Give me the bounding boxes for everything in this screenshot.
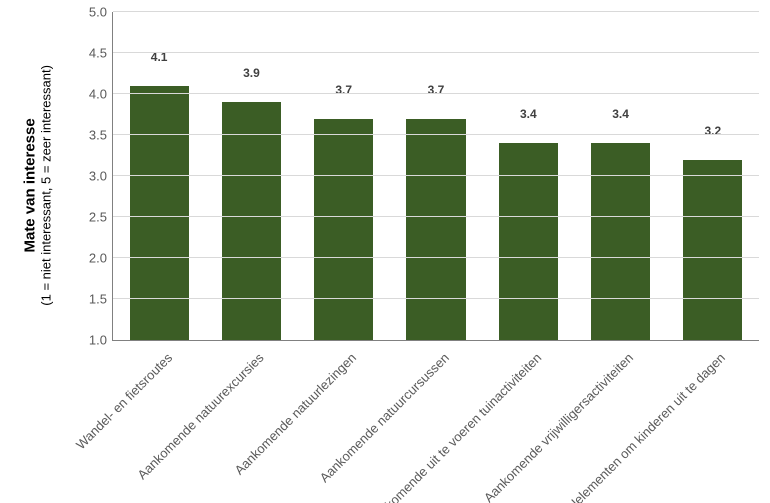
- bar-value-label: 3.7: [298, 83, 390, 101]
- y-axis-tick-label: 5.0: [89, 5, 113, 20]
- bar: [499, 143, 558, 340]
- bar-value-label: 3.4: [574, 107, 666, 125]
- grid-line: [113, 298, 759, 299]
- y-axis-title: Mate van interesse (1 = niet interessant…: [23, 35, 54, 335]
- y-axis-tick-label: 4.5: [89, 46, 113, 61]
- bar-slot: 3.7: [390, 12, 482, 340]
- y-axis-tick-label: 3.0: [89, 169, 113, 184]
- grid-line: [113, 11, 759, 12]
- x-axis-labels: Wandel- en fietsroutesAankomende natuure…: [112, 344, 758, 494]
- y-axis-tick-label: 2.5: [89, 210, 113, 225]
- y-axis-tick-label: 3.5: [89, 128, 113, 143]
- bar-value-label: 3.7: [390, 83, 482, 101]
- bar-slot: 3.9: [205, 12, 297, 340]
- bar-slot: 3.7: [298, 12, 390, 340]
- bar-value-label: 3.2: [667, 124, 759, 142]
- grid-line: [113, 52, 759, 53]
- grid-line: [113, 175, 759, 176]
- grid-line: [113, 134, 759, 135]
- grid-line: [113, 216, 759, 217]
- bar: [222, 102, 281, 340]
- y-axis-title-main: Mate van interesse: [23, 35, 40, 335]
- chart-stage: Mate van interesse (1 = niet interessant…: [0, 0, 770, 503]
- grid-line: [113, 93, 759, 94]
- y-axis-tick-label: 1.0: [89, 333, 113, 348]
- bar-slot: 3.4: [482, 12, 574, 340]
- plot-area: 4.13.93.73.73.43.43.2 1.01.52.02.53.03.5…: [112, 12, 759, 341]
- bar: [130, 86, 189, 340]
- y-axis-tick-label: 1.5: [89, 292, 113, 307]
- y-axis-title-sub: (1 = niet interessant, 5 = zeer interess…: [39, 35, 53, 335]
- bar-slot: 3.4: [574, 12, 666, 340]
- bar-value-label: 3.4: [482, 107, 574, 125]
- bar: [406, 119, 465, 340]
- bar-slot: 3.2: [667, 12, 759, 340]
- bar: [314, 119, 373, 340]
- bar-value-label: 3.9: [205, 66, 297, 84]
- y-axis-tick-label: 2.0: [89, 251, 113, 266]
- grid-line: [113, 257, 759, 258]
- bar: [683, 160, 742, 340]
- x-axis-category-label: Wandel- en fietsroutes: [73, 350, 175, 452]
- y-axis-tick-label: 4.0: [89, 87, 113, 102]
- bars-layer: 4.13.93.73.73.43.43.2: [113, 12, 759, 340]
- bar-slot: 4.1: [113, 12, 205, 340]
- x-axis-label-slot: Spelelementen om kinderen uit te dagen: [666, 344, 758, 494]
- bar: [591, 143, 650, 340]
